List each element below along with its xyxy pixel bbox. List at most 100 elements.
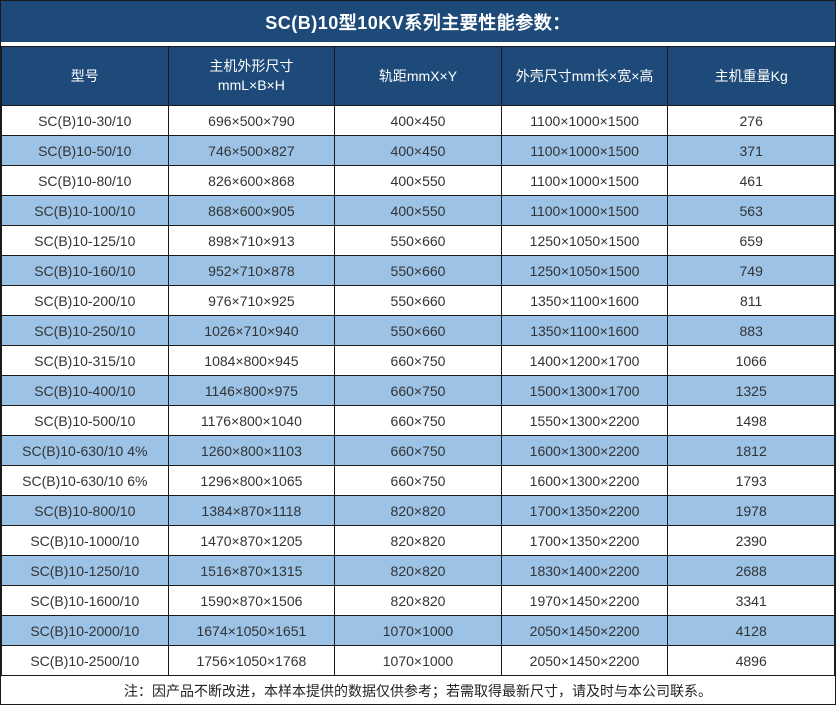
table-cell: SC(B)10-250/10 — [1, 315, 169, 346]
table-row: SC(B)10-500/10 1176×800×1040 660×750 1550×1… — [1, 405, 835, 436]
table-row: SC(B)10-630/10 6% 1296×800×1065 660×750 160… — [1, 465, 835, 496]
table-cell: SC(B)10-315/10 — [1, 345, 169, 376]
table-cell: 1250×1050×1500 — [500, 255, 669, 286]
table-cell: 976×710×925 — [167, 285, 336, 316]
table-cell: 1070×1000 — [334, 645, 502, 676]
table-cell: 746×500×827 — [167, 135, 336, 166]
table-cell: 1350×1100×1600 — [500, 315, 669, 346]
table-cell: 1296×800×1065 — [167, 465, 336, 496]
table-cell: 2050×1450×2200 — [500, 645, 669, 676]
table-cell: 550×660 — [334, 315, 502, 346]
table-cell: SC(B)10-160/10 — [1, 255, 169, 286]
table-cell: 276 — [667, 105, 835, 136]
table-cell: 1600×1300×2200 — [500, 435, 669, 466]
table-cell: SC(B)10-2000/10 — [1, 615, 169, 646]
table-cell: 660×750 — [334, 405, 502, 436]
table-cell: SC(B)10-630/10 4% — [1, 435, 169, 466]
table-row: SC(B)10-1250/10 1516×870×1315 820×820 1830×… — [1, 555, 835, 586]
table-cell: 1350×1100×1600 — [500, 285, 669, 316]
table-cell: 1812 — [667, 435, 835, 466]
table-row: SC(B)10-800/10 1384×870×1118 820×820 1700×1… — [1, 495, 835, 526]
table-cell: 563 — [667, 195, 835, 226]
table-cell: 400×450 — [334, 105, 502, 136]
table-cell: 820×820 — [334, 525, 502, 556]
table-cell: 820×820 — [334, 555, 502, 586]
table-cell: 1100×1000×1500 — [500, 105, 669, 136]
table-cell: 2688 — [667, 555, 835, 586]
table-cell: 461 — [667, 165, 835, 196]
table-cell: 1550×1300×2200 — [500, 405, 669, 436]
footnote-row: 注：因产品不断改进，本样本提供的数据仅供参考；若需取得最新尺寸，请及时与本公司联… — [1, 676, 835, 704]
table-cell: 811 — [667, 285, 835, 316]
table-cell: 1970×1450×2200 — [500, 585, 669, 616]
table-cell: 1978 — [667, 495, 835, 526]
col-header-model: 型号 — [1, 46, 169, 106]
table-cell: SC(B)10-1600/10 — [1, 585, 169, 616]
table-cell: SC(B)10-630/10 6% — [1, 465, 169, 496]
table-cell: 550×660 — [334, 225, 502, 256]
table-body: SC(B)10-30/10 696×500×790 400×450 1100×1000… — [1, 105, 835, 676]
table-cell: 1830×1400×2200 — [500, 555, 669, 586]
table-cell: 1470×870×1205 — [167, 525, 336, 556]
table-row: SC(B)10-100/10 868×600×905 400×550 1100×100… — [1, 195, 835, 226]
table-cell: 820×820 — [334, 495, 502, 526]
page-title: SC(B)10型10KV系列主要性能参数： — [265, 12, 571, 33]
col-header-rail-gauge: 轨距mmX×Y — [334, 46, 502, 106]
table-cell: SC(B)10-100/10 — [1, 195, 169, 226]
table-cell: 1260×800×1103 — [167, 435, 336, 466]
table-cell: 4128 — [667, 615, 835, 646]
table-cell: 1700×1350×2200 — [500, 495, 669, 526]
table-cell: 1100×1000×1500 — [500, 195, 669, 226]
table-cell: 660×750 — [334, 345, 502, 376]
table-cell: 1384×870×1118 — [167, 495, 336, 526]
table-cell: 826×600×868 — [167, 165, 336, 196]
table-cell: 1793 — [667, 465, 835, 496]
table-cell: 550×660 — [334, 255, 502, 286]
col-header-dimensions-line2: mmL×B×H — [217, 77, 285, 93]
table-row: SC(B)10-1600/10 1590×870×1506 820×820 1970×… — [1, 585, 835, 616]
table-cell: 4896 — [667, 645, 835, 676]
table-cell: 2050×1450×2200 — [500, 615, 669, 646]
table-row: SC(B)10-1000/10 1470×870×1205 820×820 1700×… — [1, 525, 835, 556]
col-header-dimensions: 主机外形尺寸 mmL×B×H — [167, 46, 336, 106]
table-row: SC(B)10-250/10 1026×710×940 550×660 1350×11… — [1, 315, 835, 346]
table-cell: SC(B)10-800/10 — [1, 495, 169, 526]
table-cell: 660×750 — [334, 465, 502, 496]
spec-table: 型号 主机外形尺寸 mmL×B×H 轨距mmX×Y 外壳尺寸mm长×宽×高 主机… — [1, 46, 835, 676]
table-cell: 1100×1000×1500 — [500, 135, 669, 166]
col-header-dimensions-line1: 主机外形尺寸 — [209, 58, 294, 74]
table-cell: 1516×870×1315 — [167, 555, 336, 586]
table-cell: 883 — [667, 315, 835, 346]
table-cell: SC(B)10-1250/10 — [1, 555, 169, 586]
table-row: SC(B)10-50/10 746×500×827 400×450 1100×1000… — [1, 135, 835, 166]
table-cell: 400×550 — [334, 165, 502, 196]
table-cell: 3341 — [667, 585, 835, 616]
table-cell: 400×550 — [334, 195, 502, 226]
table-cell: 1146×800×975 — [167, 375, 336, 406]
table-cell: 400×450 — [334, 135, 502, 166]
table-cell: 2390 — [667, 525, 835, 556]
table-row: SC(B)10-400/10 1146×800×975 660×750 1500×13… — [1, 375, 835, 406]
col-header-weight: 主机重量Kg — [667, 46, 835, 106]
table-cell: 660×750 — [334, 375, 502, 406]
table-row: SC(B)10-315/10 1084×800×945 660×750 1400×12… — [1, 345, 835, 376]
table-cell: SC(B)10-400/10 — [1, 375, 169, 406]
table-row: SC(B)10-630/10 4% 1260×800×1103 660×750 160… — [1, 435, 835, 466]
table-cell: 1084×800×945 — [167, 345, 336, 376]
table-cell: 1756×1050×1768 — [167, 645, 336, 676]
table-cell: SC(B)10-125/10 — [1, 225, 169, 256]
table-cell: 1176×800×1040 — [167, 405, 336, 436]
table-cell: SC(B)10-2500/10 — [1, 645, 169, 676]
footnote-text: 注：因产品不断改进，本样本提供的数据仅供参考；若需取得最新尺寸，请及时与本公司联… — [124, 682, 712, 699]
table-cell: 1498 — [667, 405, 835, 436]
header-row: 型号 主机外形尺寸 mmL×B×H 轨距mmX×Y 外壳尺寸mm长×宽×高 主机… — [1, 46, 835, 106]
table-cell: SC(B)10-50/10 — [1, 135, 169, 166]
table-cell: 659 — [667, 225, 835, 256]
table-cell: SC(B)10-200/10 — [1, 285, 169, 316]
table-cell: SC(B)10-1000/10 — [1, 525, 169, 556]
table-row: SC(B)10-2000/10 1674×1050×1651 1070×1000 20… — [1, 615, 835, 646]
table-cell: 696×500×790 — [167, 105, 336, 136]
table-cell: 820×820 — [334, 585, 502, 616]
table-row: SC(B)10-80/10 826×600×868 400×550 1100×1000… — [1, 165, 835, 196]
table-cell: 1700×1350×2200 — [500, 525, 669, 556]
